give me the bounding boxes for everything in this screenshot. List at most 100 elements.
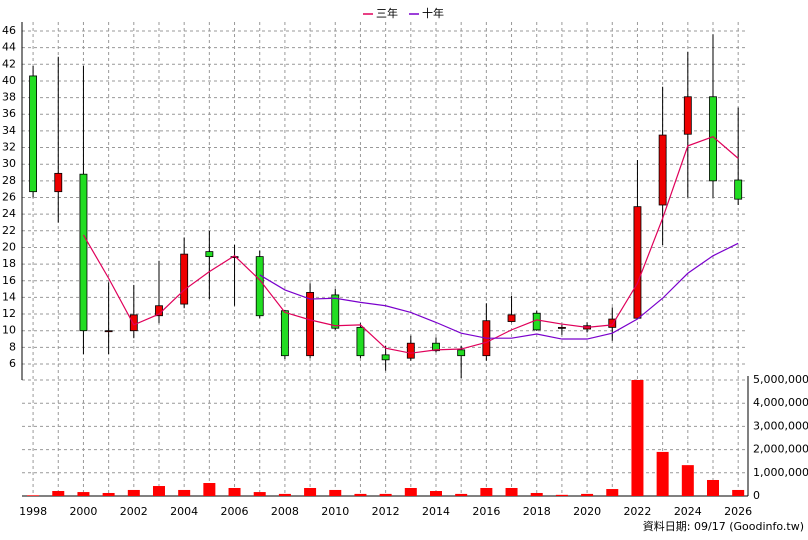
volume-bar [253,492,266,496]
x-tick-label: 2012 [372,505,400,518]
volume-bar [404,487,417,496]
candle-body [381,354,390,361]
y-tick-label: 14 [2,290,16,303]
volume-bar [304,487,317,496]
volume-bar [52,491,65,496]
y2-tick-label: 2,000,000 [753,443,808,456]
y-tick-label: 44 [2,41,16,54]
candle-body [557,326,566,329]
y-tick-label: 12 [2,307,16,320]
volume-bar [354,493,367,496]
y-tick-label: 26 [2,191,16,204]
volume-bar [102,492,115,496]
x-tick-label: 2004 [170,505,198,518]
candle-body [608,318,617,328]
candle-body [457,349,466,357]
volume-bar [706,479,719,496]
y-tick-label: 42 [2,57,16,70]
candle-body [633,206,642,319]
volume-bar [530,492,543,496]
ma-line [259,242,739,340]
candle-body [54,172,63,193]
volume-bar [178,489,191,496]
y-tick-label: 28 [2,174,16,187]
candle-body [306,292,315,357]
candle-body [129,314,138,332]
candle-body [331,294,340,329]
candle-body [507,314,516,322]
x-tick-label: 2022 [623,505,651,518]
volume-bar [379,493,392,496]
candle-body [432,342,440,352]
legend-label: 十年 [422,6,444,20]
x-tick-label: 2010 [321,505,349,518]
candle-body [205,251,214,258]
candle-body [532,312,541,331]
volume-bar [555,494,568,496]
y2-tick-label: 0 [753,489,760,502]
y-tick-label: 22 [2,224,16,237]
y-tick-label: 10 [2,324,16,337]
volume-bar [732,489,745,496]
x-tick-label: 2024 [674,505,702,518]
y-tick-label: 20 [2,240,16,253]
x-tick-label: 2026 [724,505,752,518]
x-tick-label: 2006 [221,505,249,518]
y2-tick-label: 4,000,000 [753,396,808,409]
volume-bar [606,489,619,496]
candle-body [734,179,743,200]
candle-body [683,96,692,135]
volume-bar [429,491,442,496]
candle-body [658,134,667,206]
x-tick-label: 2008 [271,505,299,518]
volume-bar [228,487,241,496]
volume-bar [77,492,90,496]
volume-bar [329,489,342,496]
volume-bar [203,483,216,496]
volume-bar [127,489,140,496]
y-tick-label: 16 [2,274,16,287]
legend-label: 三年 [376,6,398,20]
y-tick-label: 40 [2,74,16,87]
y-tick-label: 34 [2,124,16,137]
volume-bar [455,493,468,496]
y-tick-label: 46 [2,24,16,37]
y-tick-label: 18 [2,257,16,270]
candle-body [104,330,113,333]
volume-bar [681,465,694,496]
volume-bar [631,379,644,496]
candle-body [230,256,239,259]
candle-body [709,96,717,182]
volume-bar [581,493,594,496]
y-tick-label: 32 [2,141,16,154]
x-tick-label: 1998 [19,505,47,518]
y-tick-label: 6 [9,357,16,370]
volume-bar [505,487,518,496]
y-tick-label: 36 [2,107,16,120]
volume-bar [480,487,493,496]
x-tick-label: 2016 [472,505,500,518]
candle-body [180,253,189,305]
y2-tick-label: 5,000,000 [753,373,808,386]
x-tick-label: 2020 [573,505,601,518]
volume-bar [278,493,291,496]
source-note: 資料日期: 09/17 (Goodinfo.tw) [643,519,804,533]
candle-body [356,326,365,357]
y-tick-label: 30 [2,157,16,170]
y-tick-label: 8 [9,340,16,353]
y-tick-label: 38 [2,91,16,104]
candle-body [29,75,38,193]
x-tick-label: 2000 [69,505,97,518]
candle-body [280,310,289,357]
y2-tick-label: 3,000,000 [753,419,808,432]
x-tick-label: 2014 [422,505,450,518]
y2-tick-label: 1,000,000 [753,466,808,479]
volume-bar [152,486,165,496]
volume-bar [27,495,40,496]
candle-body [255,256,264,317]
candle-body [406,342,415,359]
x-tick-label: 2002 [120,505,148,518]
x-tick-label: 2018 [523,505,551,518]
ma-line [82,136,739,354]
